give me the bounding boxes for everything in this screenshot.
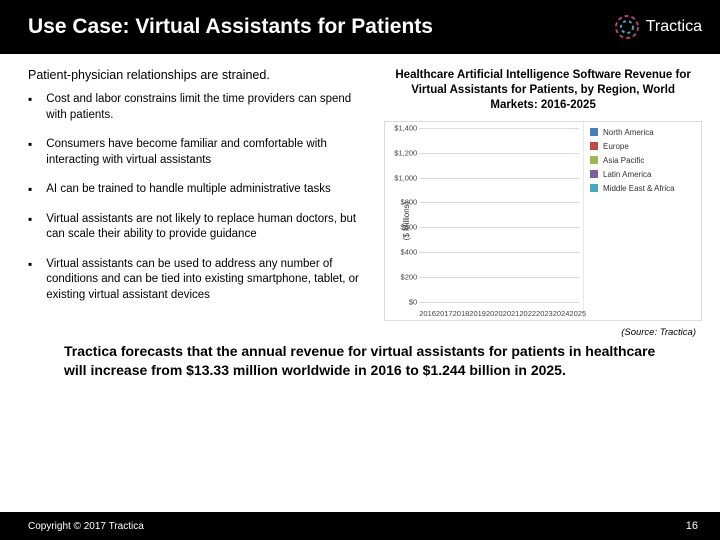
legend-item: Middle East & Africa bbox=[590, 184, 695, 193]
legend-label: Europe bbox=[603, 142, 629, 151]
footer: Copyright © 2017 Tractica 16 bbox=[0, 512, 720, 540]
slide-title: Use Case: Virtual Assistants for Patient… bbox=[28, 15, 433, 39]
x-tick: 2021 bbox=[503, 309, 520, 318]
copyright: Copyright © 2017 Tractica bbox=[28, 521, 144, 532]
bullet-item: ▪ Cost and labor constrains limit the tim… bbox=[28, 92, 372, 123]
chart-source: (Source: Tractica) bbox=[384, 327, 702, 338]
x-tick: 2019 bbox=[469, 309, 486, 318]
brand-name: Tractica bbox=[646, 18, 702, 36]
chart-bars bbox=[419, 128, 579, 302]
body: Patient-physician relationships are stra… bbox=[0, 54, 720, 338]
bullet-item: ▪ AI can be trained to handle multiple ad… bbox=[28, 182, 372, 198]
bullet-text: AI can be trained to handle multiple adm… bbox=[46, 182, 330, 198]
y-axis-label: ($ Millions) bbox=[402, 201, 411, 240]
x-tick: 2022 bbox=[519, 309, 536, 318]
legend-item: Asia Pacific bbox=[590, 156, 695, 165]
legend-item: North America bbox=[590, 128, 695, 137]
bullet-marker: ▪ bbox=[28, 182, 32, 198]
chart-legend: North America Europe Asia Pacific Latin Ame… bbox=[583, 122, 701, 320]
legend-swatch bbox=[590, 142, 598, 150]
legend-label: Latin America bbox=[603, 170, 651, 179]
x-axis: 2016201720182019202020212022202320242025 bbox=[419, 309, 579, 318]
right-column: Healthcare Artificial Intelligence Softw… bbox=[384, 68, 702, 338]
bullet-text: Cost and labor constrains limit the time… bbox=[46, 92, 372, 123]
x-tick: 2020 bbox=[486, 309, 503, 318]
bullet-item: ▪ Virtual assistants are not likely to re… bbox=[28, 212, 372, 243]
legend-label: North America bbox=[603, 128, 654, 137]
chart-plot: ($ Millions) $0$200$400$600$800$1,000$1,… bbox=[385, 122, 583, 320]
brand-logo: Tractica bbox=[614, 14, 702, 40]
bullet-marker: ▪ bbox=[28, 212, 32, 243]
legend-swatch bbox=[590, 128, 598, 136]
x-tick: 2018 bbox=[453, 309, 470, 318]
legend-item: Latin America bbox=[590, 170, 695, 179]
legend-label: Asia Pacific bbox=[603, 156, 644, 165]
x-tick: 2023 bbox=[536, 309, 553, 318]
bullet-item: ▪ Virtual assistants can be used to addre… bbox=[28, 257, 372, 304]
left-column: Patient-physician relationships are stra… bbox=[28, 68, 372, 338]
legend-swatch bbox=[590, 184, 598, 192]
bullet-marker: ▪ bbox=[28, 137, 32, 168]
title-bar: Use Case: Virtual Assistants for Patient… bbox=[0, 0, 720, 54]
intro-text: Patient-physician relationships are stra… bbox=[28, 68, 372, 82]
brand-icon bbox=[614, 14, 640, 40]
page-number: 16 bbox=[686, 520, 698, 532]
legend-label: Middle East & Africa bbox=[603, 184, 675, 193]
legend-swatch bbox=[590, 156, 598, 164]
legend-swatch bbox=[590, 170, 598, 178]
chart-title: Healthcare Artificial Intelligence Softw… bbox=[384, 68, 702, 113]
x-tick: 2017 bbox=[436, 309, 453, 318]
bullet-list: ▪ Cost and labor constrains limit the tim… bbox=[28, 92, 372, 303]
legend-item: Europe bbox=[590, 142, 695, 151]
bullet-marker: ▪ bbox=[28, 257, 32, 304]
bullet-text: Virtual assistants are not likely to rep… bbox=[46, 212, 372, 243]
chart: ($ Millions) $0$200$400$600$800$1,000$1,… bbox=[384, 121, 702, 321]
bullet-text: Virtual assistants can be used to addres… bbox=[46, 257, 372, 304]
x-tick: 2016 bbox=[419, 309, 436, 318]
x-tick: 2025 bbox=[569, 309, 586, 318]
bullet-text: Consumers have become familiar and comfo… bbox=[46, 137, 372, 168]
bullet-item: ▪ Consumers have become familiar and comf… bbox=[28, 137, 372, 168]
forecast-text: Tractica forecasts that the annual reven… bbox=[0, 338, 720, 380]
x-tick: 2024 bbox=[553, 309, 570, 318]
bullet-marker: ▪ bbox=[28, 92, 32, 123]
